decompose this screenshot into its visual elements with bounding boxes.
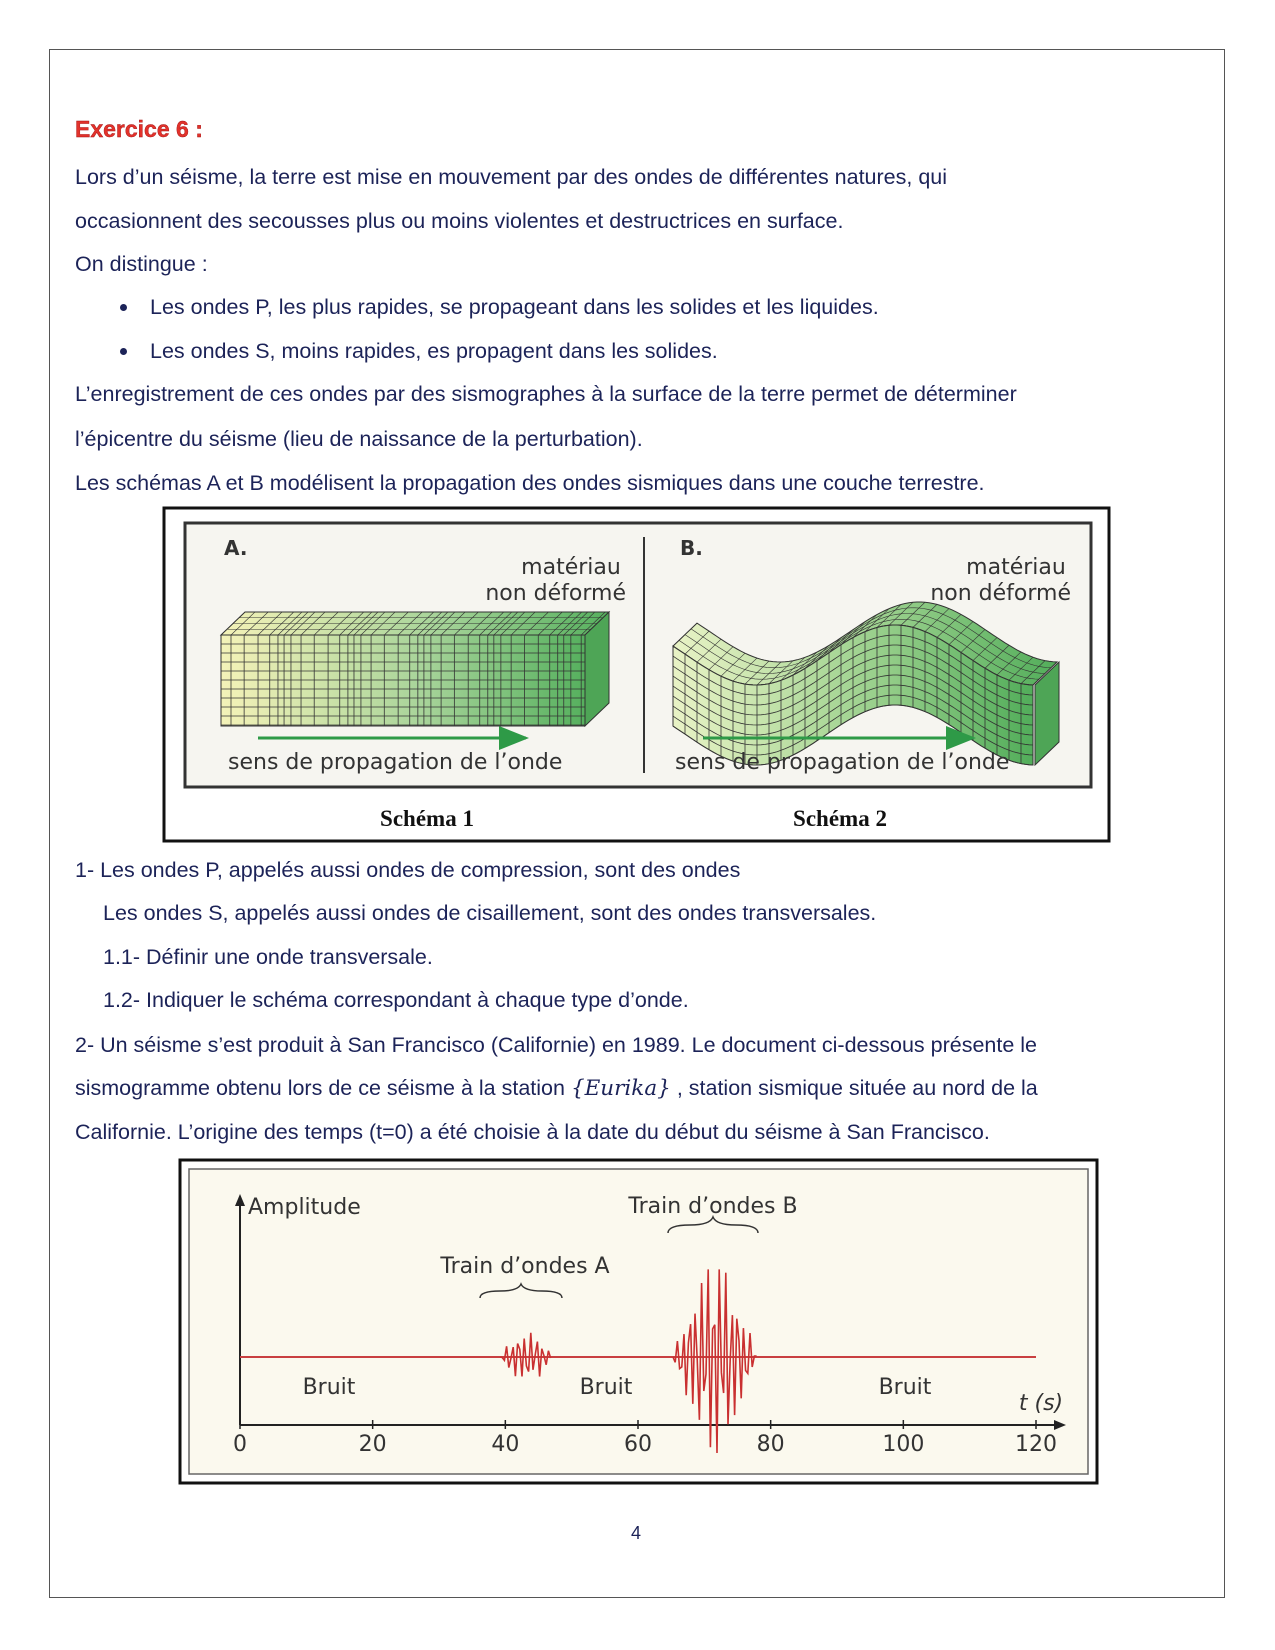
- question-line: sismogramme obtenu lors de ce séisme à l…: [75, 1075, 1038, 1102]
- axis-label: t (s): [1019, 1391, 1063, 1416]
- annotation: Train d’ondes A: [439, 1254, 609, 1279]
- material-label: matériau: [521, 555, 621, 580]
- grid-line: [984, 645, 1010, 669]
- panel-letter: A.: [224, 536, 247, 560]
- text-line: L’enregistrement de ces ondes par des si…: [75, 382, 1017, 406]
- text-line: Lors d’un séisme, la terre est mise en m…: [75, 165, 948, 189]
- grid-line: [828, 629, 854, 653]
- grid-line: [708, 646, 734, 670]
- seismogram: 0 20 40 60 80 100 120 Amplitude t (s) Train d’ond…: [233, 1194, 1066, 1457]
- grid-line: [948, 621, 974, 645]
- brace: [479, 1282, 563, 1299]
- grid-line: [780, 657, 806, 681]
- grid-line: [900, 602, 926, 626]
- grid-line: [924, 608, 950, 632]
- grid-line: [996, 651, 1022, 676]
- x-tick-label: 0: [233, 1432, 247, 1457]
- brace: [667, 1214, 759, 1234]
- material-label: non déformé: [485, 581, 626, 606]
- grid-line: [1008, 656, 1034, 681]
- grid-line: [684, 630, 710, 655]
- x-tick-label: 40: [491, 1432, 519, 1457]
- annotation: Train d’ondes B: [627, 1194, 797, 1219]
- wave-train-b: [672, 1269, 757, 1454]
- text-line: On distingue :: [75, 252, 208, 276]
- grid-line: [756, 661, 782, 686]
- figure-caption: Schéma 1: [380, 806, 474, 831]
- direction-label: sens de propagation de l’onde: [675, 750, 1009, 775]
- page-number: 4: [631, 1523, 642, 1543]
- grid-line: [840, 621, 866, 645]
- panel-letter: B.: [680, 536, 703, 560]
- question-line: 1.2- Indiquer le schéma correspondant à …: [103, 988, 689, 1012]
- grid-line: [876, 604, 902, 628]
- noise-label: Bruit: [580, 1375, 633, 1400]
- bullet-text: Les ondes P, les plus rapides, se propag…: [150, 295, 879, 319]
- grid-line: [864, 608, 890, 632]
- axis-label: Amplitude: [248, 1195, 361, 1220]
- question-line: 1.1- Définir une onde transversale.: [103, 945, 433, 969]
- wave-train-a: [499, 1332, 552, 1377]
- block-front: [220, 634, 586, 727]
- block-side: [1034, 660, 1060, 767]
- figure-caption: Schéma 2: [793, 806, 887, 831]
- x-axis-arrow: [1054, 1420, 1066, 1430]
- question-line: 1- Les ondes P, appelés aussi ondes de c…: [75, 858, 741, 882]
- bullet-text: Les ondes S, moins rapides, es propagent…: [150, 339, 718, 363]
- math-station: {Eurika}: [570, 1076, 671, 1101]
- direction-label: sens de propagation de l’onde: [228, 750, 562, 775]
- grid-line: [768, 660, 794, 684]
- text: sismogramme obtenu lors de ce séisme à l…: [75, 1076, 565, 1100]
- grid-line: [816, 637, 842, 661]
- text-line: Les schémas A et B modélisent la propaga…: [75, 471, 985, 495]
- y-axis-arrow: [235, 1194, 245, 1206]
- question-line: Les ondes S, appelés aussi ondes de cisa…: [103, 901, 877, 925]
- grid-line: [792, 651, 818, 676]
- material-label: non déformé: [930, 581, 1071, 606]
- noise-label: Bruit: [303, 1375, 356, 1400]
- grid-line: [720, 652, 746, 677]
- page-frame: [49, 49, 1225, 1598]
- text-line: occasionnent des secousses plus ou moins…: [75, 209, 844, 233]
- grid-line: [1032, 661, 1058, 686]
- grid-line: [744, 660, 770, 685]
- question-line: 2- Un séisme s’est produit à San Francis…: [75, 1033, 1038, 1057]
- grid-line: [732, 657, 758, 682]
- grid-line: [936, 614, 962, 638]
- grid-line: [696, 638, 722, 663]
- x-tick-label: 80: [757, 1432, 785, 1457]
- x-tick-label: 100: [882, 1432, 924, 1457]
- x-tick-label: 60: [624, 1432, 652, 1457]
- noise-label: Bruit: [879, 1375, 932, 1400]
- grid-line: [1020, 660, 1046, 684]
- grid-line: [912, 604, 938, 628]
- x-tick-label: 20: [359, 1432, 387, 1457]
- grid-line: [972, 637, 998, 661]
- material-label: matériau: [966, 555, 1066, 580]
- grid-line: [960, 629, 986, 653]
- block-side: [584, 610, 610, 728]
- text: , station sismique située au nord de la: [676, 1076, 1038, 1100]
- grid-line: [852, 614, 878, 638]
- bullet-dot: [120, 304, 127, 311]
- grid-line: [804, 645, 830, 669]
- grid-line: [888, 602, 914, 626]
- bullet-dot: [120, 348, 127, 355]
- text-line: l’épicentre du séisme (lieu de naissance…: [75, 427, 643, 451]
- exercise-title: Exercice 6 :: [75, 116, 203, 142]
- question-line: Californie. L’origine des temps (t=0) a …: [75, 1120, 990, 1144]
- grid-line: [672, 622, 698, 647]
- x-tick-label: 120: [1015, 1432, 1057, 1457]
